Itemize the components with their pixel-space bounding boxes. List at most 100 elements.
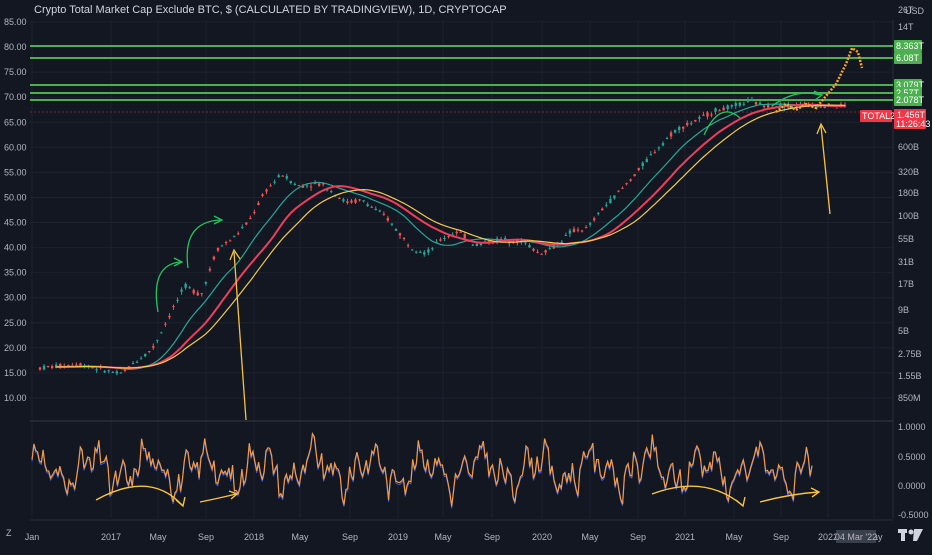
candle-body [479,243,483,246]
right-axis: 26T 14T 600B 320B 180B 100B 55B 31B 17B 9B 5B 2.75B… [898,5,925,403]
oscillator-tick-label: -0.5000 [898,510,929,520]
candle-body [386,218,390,221]
candle [661,141,665,147]
left-axis-tick-label: 70.00 [4,92,27,102]
candle-body [443,238,446,240]
right-axis-tick-label: 31B [898,257,914,267]
oscillator-arrow-head [810,487,821,498]
left-axis-tick-label: 65.00 [4,117,27,127]
candle [677,125,681,134]
candle-body [188,287,191,289]
left-axis-tick-label: 50.00 [4,192,27,202]
candle-body [423,252,426,255]
candle [164,322,167,327]
time-axis: Jan 2017 May Sep 2018 May Sep 2019 May Sep 2020 May… [25,530,883,543]
price-badge-value: 1.456T [897,110,926,120]
left-axis-tick-label: 20.00 [4,343,27,353]
candle-body [176,299,179,301]
candle [265,188,268,195]
candle-body [192,289,195,294]
candle-body [253,212,256,214]
candle [330,189,333,194]
right-axis-tick-label: 14T [898,22,914,32]
right-axis-tick-label: 2.75B [898,349,922,359]
candle-body [42,365,46,370]
candle [152,343,155,350]
candle [588,221,592,227]
candle [378,209,381,213]
candle-body [625,183,628,185]
candle-body [617,190,620,192]
candle-body [160,332,163,334]
candle [714,107,717,115]
candle [629,178,632,182]
candle [617,190,620,193]
candle-body [637,168,640,171]
time-axis-tick-label: 2018 [244,532,264,542]
candle [156,339,159,344]
candle [423,250,426,257]
z-icon[interactable]: Z [6,528,12,538]
symbol-badge-label: TOTAL2 [862,111,895,121]
candle-body [111,371,115,373]
candle-body [548,248,551,250]
candle-body [91,367,94,369]
candle [362,200,365,203]
candle-body [528,245,531,248]
candle-body [135,361,139,363]
candle-body [673,129,677,133]
candle [277,173,280,178]
oscillator-arrow-curve [759,491,819,503]
candle-body [762,105,766,108]
candle [370,205,373,208]
candle [245,222,248,226]
oscillator-arrow-head [228,490,239,500]
candle-body [815,106,818,108]
candle-body [746,99,750,102]
candle-body [257,202,260,206]
candle [293,182,297,186]
candle-body [362,200,365,202]
candle-body [580,230,584,232]
candle-body [220,245,224,247]
candle [382,211,386,216]
time-axis-tick-label: Jan [25,532,40,542]
candle-body [95,369,98,371]
candle-body [107,370,110,372]
candle-body [313,183,317,185]
candle [346,198,349,205]
right-axis-tick-label: 850M [898,393,921,403]
moving-average-line [56,103,845,370]
candle [657,146,661,151]
candle-body [172,305,175,307]
candle [613,195,616,200]
candle [419,250,422,253]
candle [532,247,535,252]
candle-body [410,249,414,251]
moving-average-line [56,104,846,369]
candle [718,108,721,112]
candle-body [633,174,636,177]
candle [649,151,653,156]
candle [220,244,224,247]
candle-body [241,226,244,228]
left-axis-tick-label: 30.00 [4,293,27,303]
oscillator-signal-line [31,434,813,509]
candle-body [54,364,58,368]
candle [576,227,580,233]
candle [228,239,232,242]
right-axis-tick-label: 5B [898,326,909,336]
candle-body [212,256,216,260]
oscillator-arrow-curve [95,485,183,506]
candle [540,253,543,255]
oscillator-line [31,431,813,507]
candle-body [245,222,248,225]
candle-body [609,198,612,204]
candle [354,198,357,205]
candle [681,126,685,133]
right-axis-tick-label: 9B [898,305,909,315]
candle [257,200,260,206]
candle-body [289,181,293,183]
